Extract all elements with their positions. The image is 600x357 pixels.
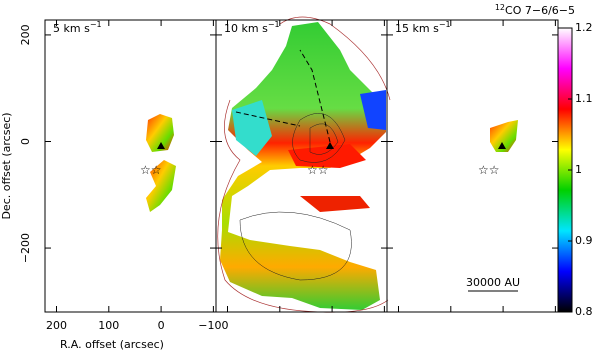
colorbar-tick-label: 1 [575, 163, 582, 176]
title-isotope: 12 [495, 3, 505, 12]
x-tick-label: −100 [198, 319, 228, 332]
y-tick-label: 200 [19, 24, 32, 45]
panel-label: 10 km s−1 [224, 20, 280, 35]
panel-label-exponent: −1 [90, 20, 102, 29]
colorbar-tick-label: 1.2 [575, 21, 593, 34]
x-axis-label: R.A. offset (arcsec) [60, 338, 164, 351]
x-tick-label: 0 [158, 319, 165, 332]
panel-frame [44, 19, 217, 313]
chart-title: 12CO 7−6/6−5 [495, 3, 575, 17]
svg-text:☆☆: ☆☆ [307, 163, 329, 177]
colorbar-tick-label: 1.1 [575, 92, 593, 105]
x-tick-label: 200 [46, 319, 67, 332]
x-tick-label: 100 [98, 319, 119, 332]
panel-label: 15 km s−1 [395, 20, 451, 35]
svg-text:☆☆: ☆☆ [478, 163, 500, 177]
map-shapes: ☆☆ ☆☆ ☆☆ [140, 16, 518, 313]
title: CO 7−6/6−5 [505, 4, 575, 17]
panel-label-exponent: −1 [268, 20, 280, 29]
colorbar-tick-label: 0.9 [575, 234, 593, 247]
svg-text:☆☆: ☆☆ [140, 163, 162, 177]
colorbar-tick-label: 0.8 [575, 305, 593, 318]
panel-label: 5 km s−1 [53, 20, 102, 35]
y-tick-label: 0 [19, 138, 32, 145]
panel-frame [386, 19, 559, 313]
scale-bar-label: 30000 AU [466, 276, 520, 289]
y-axis-label: Dec. offset (arcsec) [0, 112, 13, 219]
panel-label-exponent: −1 [439, 20, 451, 29]
y-tick-label: −200 [19, 233, 32, 263]
